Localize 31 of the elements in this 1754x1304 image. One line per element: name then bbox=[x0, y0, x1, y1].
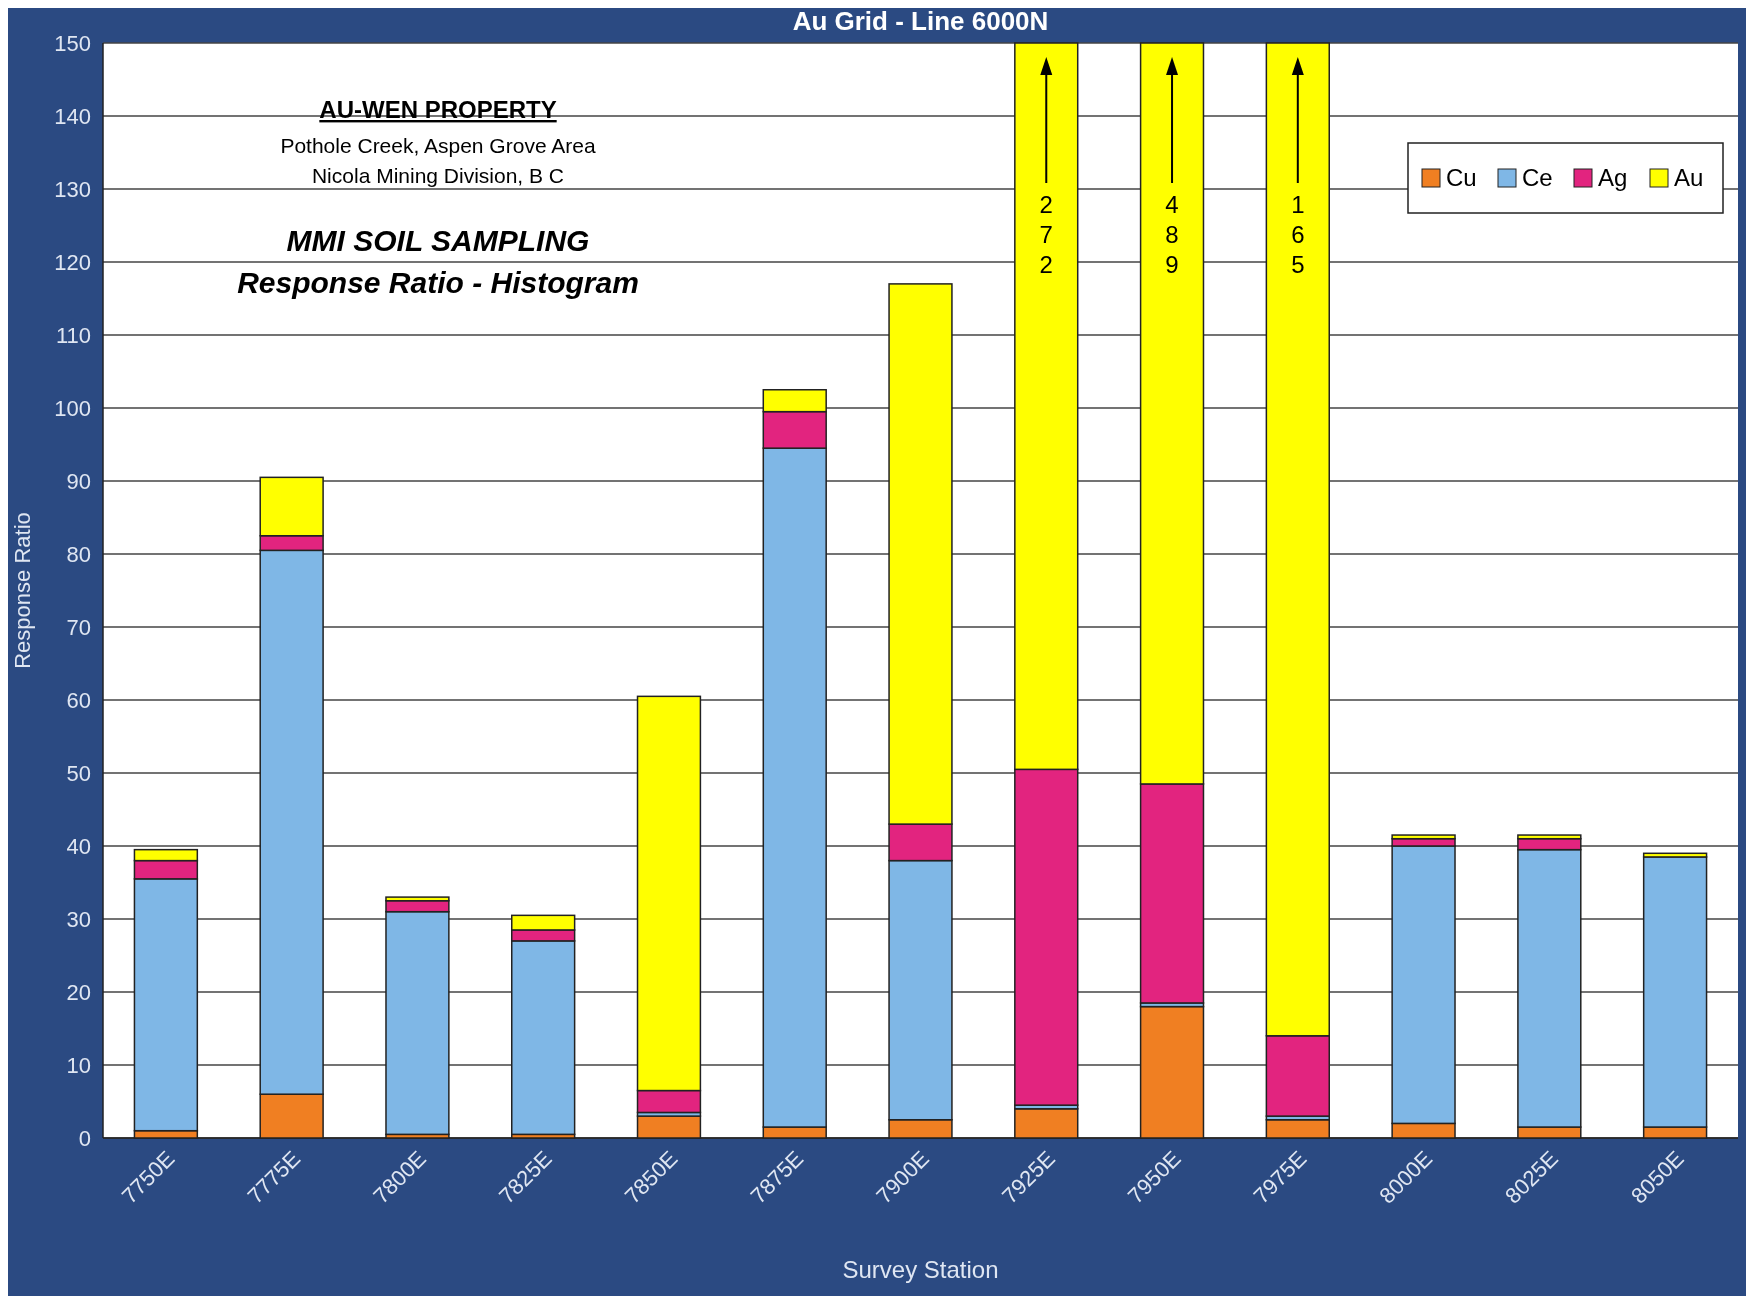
annotation: MMI SOIL SAMPLING bbox=[286, 224, 590, 257]
annotation: 165 bbox=[1291, 191, 1305, 278]
y-tick-label: 100 bbox=[54, 395, 91, 421]
annotation: 272 bbox=[1039, 191, 1053, 278]
legend-label: Au bbox=[1674, 164, 1704, 192]
chart-title: Au Grid - Line 6000N bbox=[792, 6, 1049, 36]
y-tick-label: 0 bbox=[78, 1125, 91, 1151]
y-tick-label: 120 bbox=[54, 249, 91, 275]
annotation: Nicola Mining Division, B C bbox=[311, 164, 565, 187]
y-tick-label: 50 bbox=[66, 760, 91, 786]
y-tick-label: 90 bbox=[66, 468, 91, 494]
y-tick-label: 130 bbox=[54, 176, 91, 202]
legend-label: Ce bbox=[1522, 164, 1553, 192]
y-tick-label: 140 bbox=[54, 103, 91, 129]
annotation: 489 bbox=[1165, 191, 1179, 278]
y-tick-label: 30 bbox=[66, 906, 91, 932]
y-tick-label: 60 bbox=[66, 687, 91, 713]
annotation: AU-WEN PROPERTY bbox=[319, 96, 557, 123]
y-tick-label: 40 bbox=[66, 833, 91, 859]
annotation: Response Ratio - Histogram bbox=[237, 266, 639, 299]
annotation: Pothole Creek, Aspen Grove Area bbox=[280, 134, 596, 157]
y-tick-label: 70 bbox=[66, 614, 91, 640]
y-tick-label: 20 bbox=[66, 979, 91, 1005]
legend-label: Ag bbox=[1598, 164, 1628, 192]
y-tick-label: 110 bbox=[55, 322, 91, 348]
y-tick-label: 10 bbox=[66, 1052, 91, 1078]
x-axis-title: Survey Station bbox=[842, 1256, 999, 1283]
y-tick-label: 80 bbox=[66, 541, 91, 567]
y-tick-label: 150 bbox=[54, 30, 91, 56]
legend-label: Cu bbox=[1446, 164, 1477, 192]
y-axis-title: Response Ratio bbox=[10, 512, 35, 669]
